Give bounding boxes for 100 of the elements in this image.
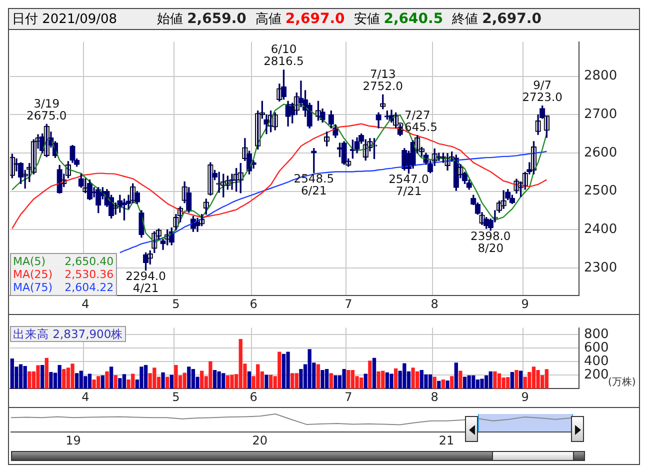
bar [428, 374, 432, 389]
bar [170, 374, 174, 389]
bar [329, 373, 333, 389]
bar [200, 370, 204, 389]
bar [174, 364, 178, 389]
bar [488, 371, 492, 389]
bar [476, 379, 480, 389]
bar [394, 368, 398, 389]
bar [502, 377, 506, 389]
bar [518, 370, 523, 389]
bar [226, 375, 230, 389]
bar [161, 372, 165, 389]
bar [92, 379, 96, 389]
bar [437, 380, 441, 389]
bar [450, 376, 454, 389]
bar [342, 369, 346, 389]
bar [58, 364, 62, 389]
x-tick-label: 7 [344, 296, 352, 311]
annotation: 7/13 2752.0 [362, 66, 403, 93]
bar [368, 360, 372, 389]
bar [544, 369, 548, 389]
bar [350, 370, 355, 389]
bar [411, 368, 415, 389]
bar [44, 358, 48, 389]
chart-title: 出来高 2,837,900株 [10, 326, 126, 342]
bar [212, 370, 217, 389]
bar [510, 372, 514, 389]
annotation: 2294.0 4/21 [126, 269, 166, 296]
bar [23, 366, 27, 389]
y-tick-label: 200 [584, 367, 609, 382]
bar [230, 374, 234, 389]
x-tick-label: 4 [82, 296, 90, 311]
bar [286, 352, 290, 389]
y-tick-label: 2800 [584, 68, 618, 84]
bar [36, 365, 40, 389]
bar [294, 373, 298, 389]
bar [308, 349, 312, 389]
bar [493, 371, 497, 389]
bar [454, 362, 458, 389]
bar [441, 379, 446, 389]
text: MA(75) [13, 280, 53, 294]
y-tick-label: 2300 [584, 260, 618, 276]
bar [484, 375, 488, 389]
annotation: 3/19 2675.0 [26, 96, 67, 122]
bar [364, 374, 368, 389]
bar [62, 369, 66, 389]
bar [187, 366, 191, 389]
bar [532, 366, 536, 389]
text: MA(5) [13, 254, 46, 268]
x-tick-label: 4 [82, 390, 90, 404]
y-tick-label: 2400 [584, 222, 618, 238]
y-tick-label: 2600 [584, 145, 618, 160]
bar [359, 377, 364, 389]
annotation: 9/7 2723.0 [522, 78, 562, 104]
annotation: 2398.0 8/20 [470, 229, 511, 256]
annotation: 2,604.22 [64, 280, 114, 294]
bar [264, 374, 268, 389]
annotation: 2,650.40 [64, 254, 114, 268]
bar [334, 375, 338, 389]
text: MA(25) [13, 268, 53, 281]
annotation: 2,530.36 [64, 268, 114, 281]
bar [346, 370, 350, 389]
bar [497, 373, 502, 389]
y-tick-label: 800 [584, 326, 609, 342]
bar [320, 370, 324, 389]
bar [74, 373, 79, 389]
x-tick-label: 20 [252, 433, 268, 448]
bar [467, 375, 471, 389]
x-tick-label: 6 [250, 296, 258, 311]
y-tick-label: 2700 [584, 107, 618, 122]
x-tick-label: 5 [172, 296, 180, 311]
bar [100, 375, 105, 389]
bar [166, 376, 170, 389]
x-tick-label: 9 [521, 296, 529, 311]
bar [182, 372, 186, 389]
bar [118, 378, 122, 389]
bar [217, 371, 221, 389]
bar [88, 374, 92, 389]
bar [114, 375, 118, 389]
bar [105, 371, 109, 389]
bar [480, 378, 484, 389]
bar [268, 374, 273, 389]
bar [144, 364, 148, 389]
x-tick-label: 8 [430, 390, 438, 404]
bar [152, 368, 156, 389]
bar [49, 372, 53, 389]
x-tick-label: 7 [344, 390, 352, 404]
bar [402, 363, 406, 389]
bar [70, 364, 74, 389]
bar [390, 374, 394, 389]
chart-subtitle: 始値 2,659.0 高値 2,697.0 安値 2,640.5 終値 2,697.0 [157, 11, 542, 27]
bar [536, 370, 540, 389]
bar [290, 373, 294, 389]
bar [514, 370, 518, 389]
x-tick-label: 19 [66, 433, 81, 448]
x-tick-label: 21 [438, 433, 454, 448]
bar [432, 376, 436, 389]
y-tick-label: 400 [584, 354, 609, 369]
bar [208, 361, 212, 389]
bar [372, 358, 376, 389]
